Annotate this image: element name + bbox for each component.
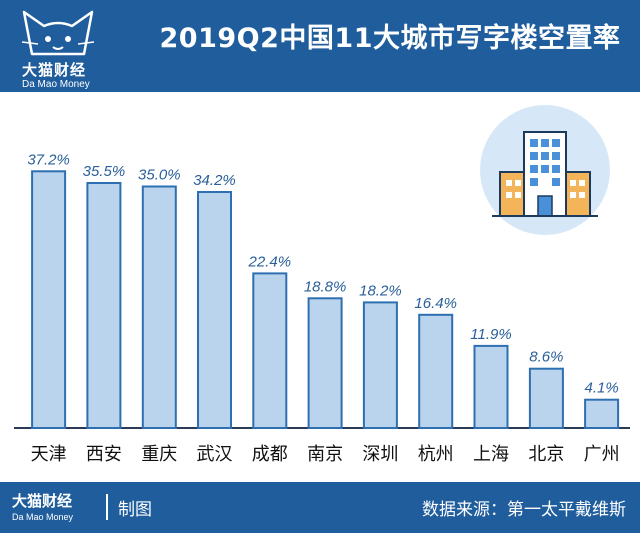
value-label: 11.9% bbox=[470, 326, 511, 343]
value-label: 22.4% bbox=[248, 253, 292, 270]
value-label: 18.2% bbox=[359, 282, 402, 299]
category-label: 北京 bbox=[528, 444, 564, 465]
category-label: 武汉 bbox=[197, 444, 233, 465]
footer-divider bbox=[106, 494, 108, 520]
logo-subtext: Da Mao Money bbox=[22, 79, 90, 90]
bar-北京 bbox=[528, 367, 564, 430]
bar-杭州 bbox=[418, 313, 454, 429]
category-label: 西安 bbox=[86, 444, 122, 465]
value-label: 37.2% bbox=[27, 151, 70, 168]
bar-上海 bbox=[473, 344, 509, 429]
value-label: 35.5% bbox=[83, 163, 126, 180]
footer-made-label: 制图 bbox=[118, 500, 152, 520]
header-banner: 大猫财经 Da Mao Money 2019Q2中国11大城市写字楼空置率 bbox=[0, 0, 640, 92]
value-label: 34.2% bbox=[193, 172, 236, 189]
category-label: 重庆 bbox=[141, 444, 177, 465]
category-label: 天津 bbox=[31, 444, 67, 465]
chart-title: 2019Q2中国11大城市写字楼空置率 bbox=[159, 23, 621, 54]
logo: 大猫财经 Da Mao Money bbox=[8, 4, 118, 90]
logo-text: 大猫财经 bbox=[22, 61, 87, 79]
bar-重庆 bbox=[141, 185, 177, 429]
cat-logo-icon bbox=[21, 10, 95, 56]
category-label: 上海 bbox=[473, 444, 509, 465]
bar-深圳 bbox=[362, 301, 398, 429]
bar-西安 bbox=[86, 182, 122, 429]
value-label: 18.8% bbox=[304, 278, 347, 295]
office-building-icon bbox=[480, 105, 610, 235]
bar-chart: 37.2% 天津 35.5% 西安 35.0% 重庆 34.2% 武汉 22.4% 成都 18.8%… bbox=[14, 105, 630, 465]
data-source: 数据来源：第一太平戴维斯 bbox=[422, 500, 626, 520]
bar-成都 bbox=[252, 272, 288, 429]
value-label: 16.4% bbox=[414, 295, 457, 312]
category-label: 成都 bbox=[252, 444, 288, 465]
footer-logo-text: 大猫财经 bbox=[12, 492, 73, 510]
category-label: 杭州 bbox=[418, 444, 454, 465]
bar-广州 bbox=[584, 398, 620, 430]
bar-武汉 bbox=[197, 191, 232, 429]
category-label: 南京 bbox=[307, 444, 343, 465]
value-label: 4.1% bbox=[584, 380, 618, 397]
value-label: 35.0% bbox=[138, 167, 181, 184]
footer-logo-subtext: Da Mao Money bbox=[12, 512, 74, 522]
category-label: 深圳 bbox=[362, 444, 398, 465]
value-label: 8.6% bbox=[529, 349, 563, 366]
footer-bar: 大猫财经 Da Mao Money 制图 数据来源：第一太平戴维斯 bbox=[0, 482, 640, 533]
bar-天津 bbox=[31, 170, 67, 430]
category-label: 广州 bbox=[584, 444, 620, 465]
bar-南京 bbox=[307, 297, 343, 429]
